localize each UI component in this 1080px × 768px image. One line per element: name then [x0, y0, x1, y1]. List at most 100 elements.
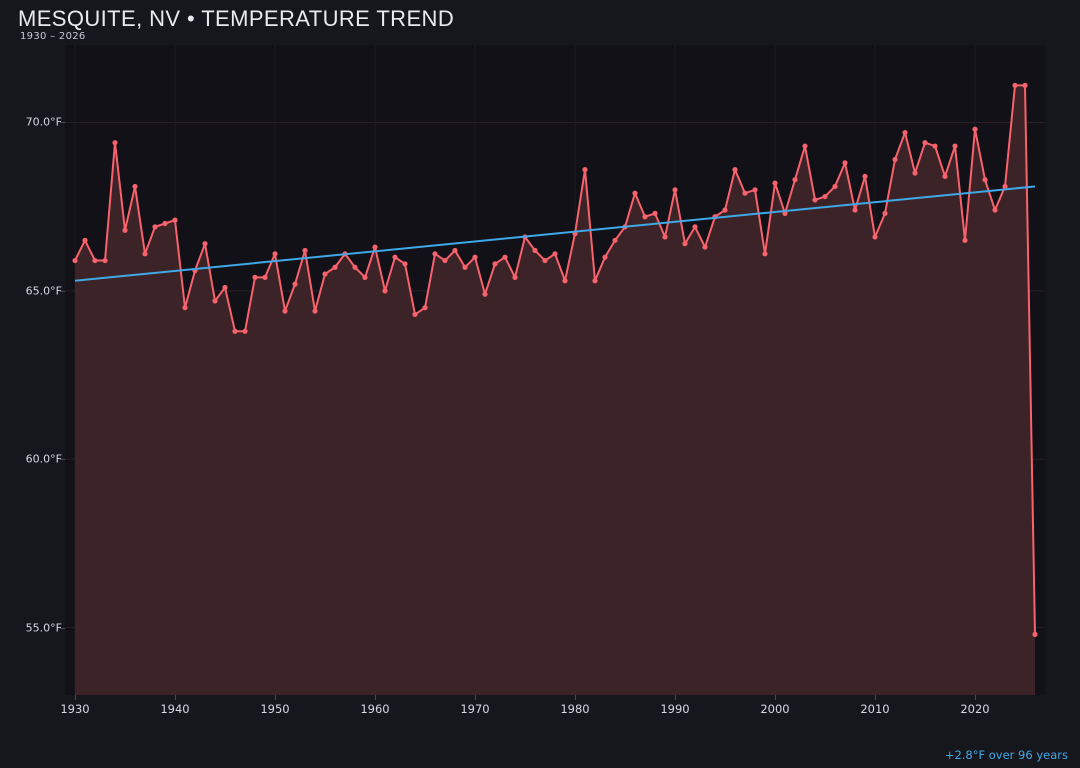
data-point-marker [862, 173, 868, 179]
data-point-marker [302, 247, 308, 254]
series-plot [65, 45, 1045, 695]
data-point-marker [832, 183, 838, 190]
data-point-marker [812, 197, 818, 203]
x-tick-label: 1950 [260, 702, 290, 716]
data-point-marker [262, 274, 268, 280]
x-tick-mark [675, 695, 676, 700]
data-point-marker [202, 241, 208, 247]
data-point-marker [512, 274, 518, 280]
x-tick-mark [375, 695, 376, 700]
x-tick-mark [175, 695, 176, 700]
page-title: MESQUITE, NV • TEMPERATURE TREND [18, 6, 455, 31]
y-tick-label: 60.0°F [25, 452, 62, 466]
data-point-marker [942, 173, 948, 179]
trend-annotation: +2.8°F over 96 years [944, 748, 1068, 762]
data-point-marker [172, 217, 178, 223]
data-point-marker [392, 254, 398, 260]
data-point-marker [892, 156, 898, 163]
data-point-marker [1032, 631, 1038, 637]
data-point-marker [382, 288, 388, 294]
data-point-marker [702, 244, 708, 250]
x-tick-label: 1960 [360, 702, 390, 716]
data-point-marker [682, 241, 688, 247]
x-tick-label: 2010 [860, 702, 890, 716]
data-point-marker [742, 190, 748, 196]
data-point-marker [792, 177, 798, 183]
data-point-marker [982, 177, 988, 183]
data-point-marker [502, 254, 508, 260]
x-tick-label: 1980 [560, 702, 590, 716]
data-point-marker [672, 187, 678, 193]
data-point-marker [612, 237, 618, 243]
data-point-marker [422, 305, 428, 311]
data-point-marker [332, 264, 338, 270]
data-point-marker [232, 328, 238, 334]
data-point-marker [102, 257, 108, 264]
data-point-marker [562, 278, 568, 284]
data-point-marker [802, 143, 808, 149]
data-point-marker [822, 193, 828, 200]
plot-area [65, 45, 1045, 695]
data-point-marker [542, 257, 548, 264]
y-axis: 70.0°F 65.0°F 60.0°F 55.0°F [0, 0, 65, 768]
data-point-marker [292, 281, 298, 287]
chart-subtitle: 1930 – 2026 [20, 31, 86, 42]
data-point-marker [912, 170, 918, 176]
y-tick-label: 55.0°F [25, 621, 62, 635]
y-tick-mark [60, 459, 65, 461]
data-point-marker [852, 207, 858, 213]
data-point-marker [322, 271, 328, 277]
data-point-marker [362, 274, 368, 280]
data-point-marker [352, 264, 358, 270]
x-tick-label: 1930 [60, 702, 90, 716]
data-point-marker [372, 244, 378, 250]
data-point-marker [872, 234, 878, 240]
data-point-marker [72, 257, 78, 264]
data-point-marker [772, 180, 778, 186]
x-tick-label: 2020 [960, 702, 990, 716]
x-tick-mark [475, 695, 476, 700]
data-point-marker [82, 237, 88, 243]
data-point-marker [972, 126, 978, 132]
data-point-marker [752, 187, 758, 193]
data-point-marker [532, 247, 538, 254]
data-point-marker [902, 129, 908, 136]
data-point-marker [642, 214, 648, 220]
y-tick-mark [60, 122, 65, 124]
data-point-marker [112, 140, 118, 146]
data-point-marker [212, 298, 218, 304]
data-point-marker [492, 261, 498, 267]
data-point-marker [142, 251, 148, 257]
data-point-marker [182, 305, 188, 311]
data-point-marker [402, 261, 408, 267]
x-tick-mark [975, 695, 976, 700]
data-point-marker [1022, 82, 1028, 89]
data-point-marker [312, 308, 318, 314]
series-area-fill [75, 85, 1035, 695]
data-point-marker [122, 227, 128, 233]
trend-line [74, 185, 1036, 282]
x-tick-label: 1940 [160, 702, 190, 716]
x-tick-mark [75, 695, 76, 700]
data-point-marker [252, 274, 258, 280]
data-point-marker [592, 278, 598, 284]
data-point-marker [662, 234, 668, 240]
data-point-marker [282, 308, 288, 314]
data-point-marker [952, 143, 958, 149]
data-point-marker [922, 140, 928, 146]
data-point-marker [552, 251, 558, 257]
data-point-marker [632, 190, 638, 196]
y-tick-label: 65.0°F [25, 284, 62, 298]
data-point-marker [222, 284, 228, 291]
data-point-marker [162, 220, 168, 227]
data-point-marker [762, 251, 768, 257]
data-point-marker [722, 207, 728, 213]
x-tick-mark [875, 695, 876, 700]
y-tick-label: 70.0°F [25, 115, 62, 129]
data-point-marker [582, 167, 588, 173]
data-point-marker [152, 224, 158, 230]
x-tick-mark [575, 695, 576, 700]
x-tick-mark [775, 695, 776, 700]
data-point-marker [482, 291, 488, 297]
x-tick-label: 1970 [460, 702, 490, 716]
